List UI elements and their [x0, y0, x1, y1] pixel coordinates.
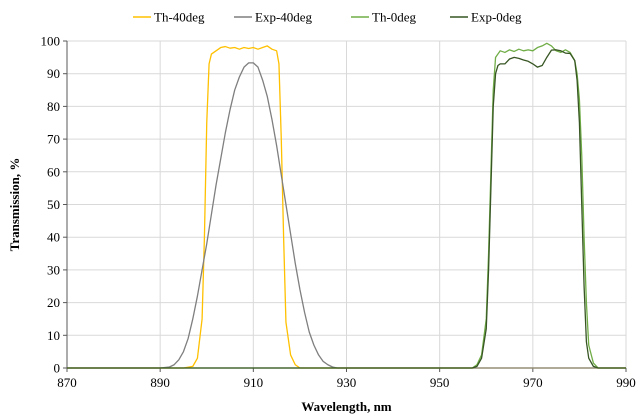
y-tick-label: 50	[47, 197, 60, 212]
y-tick-label: 90	[47, 66, 60, 81]
x-tick-label: 930	[337, 375, 357, 390]
y-tick-label: 80	[47, 99, 60, 114]
x-tick-label: 910	[244, 375, 264, 390]
y-tick-label: 60	[47, 164, 60, 179]
y-tick-label: 10	[47, 328, 60, 343]
legend-label: Exp-40deg	[255, 10, 313, 25]
axes: 0 10 20 30 40 50 60 70 80 90 100 870 890 910 930 950 970…	[41, 34, 636, 391]
series-line-exp-0deg	[67, 49, 626, 369]
series-line-th-40deg	[67, 45, 626, 369]
y-tick-label: 0	[54, 361, 61, 376]
x-tick-label: 890	[150, 375, 170, 390]
legend-label: Exp-0deg	[471, 10, 522, 25]
series-lines	[67, 42, 626, 369]
x-tick-label: 990	[616, 375, 636, 390]
series-line-exp-40deg	[67, 62, 626, 369]
y-tick-label: 30	[47, 262, 60, 277]
y-tick-label: 40	[47, 230, 60, 245]
legend: Th-40deg Exp-40deg Th-0deg Exp-0deg	[133, 10, 522, 25]
y-tick-label: 70	[47, 132, 60, 147]
legend-label: Th-0deg	[372, 10, 417, 25]
x-tick-label: 970	[523, 375, 543, 390]
x-tick-label: 870	[57, 375, 77, 390]
y-tick-label: 20	[47, 295, 60, 310]
y-tick-label: 100	[41, 34, 61, 49]
y-axis-title: Transmission, %	[7, 158, 22, 252]
legend-label: Th-40deg	[154, 10, 205, 25]
x-tick-label: 950	[430, 375, 450, 390]
gridlines	[67, 40, 627, 368]
x-axis-title: Wavelength, nm	[301, 399, 391, 414]
